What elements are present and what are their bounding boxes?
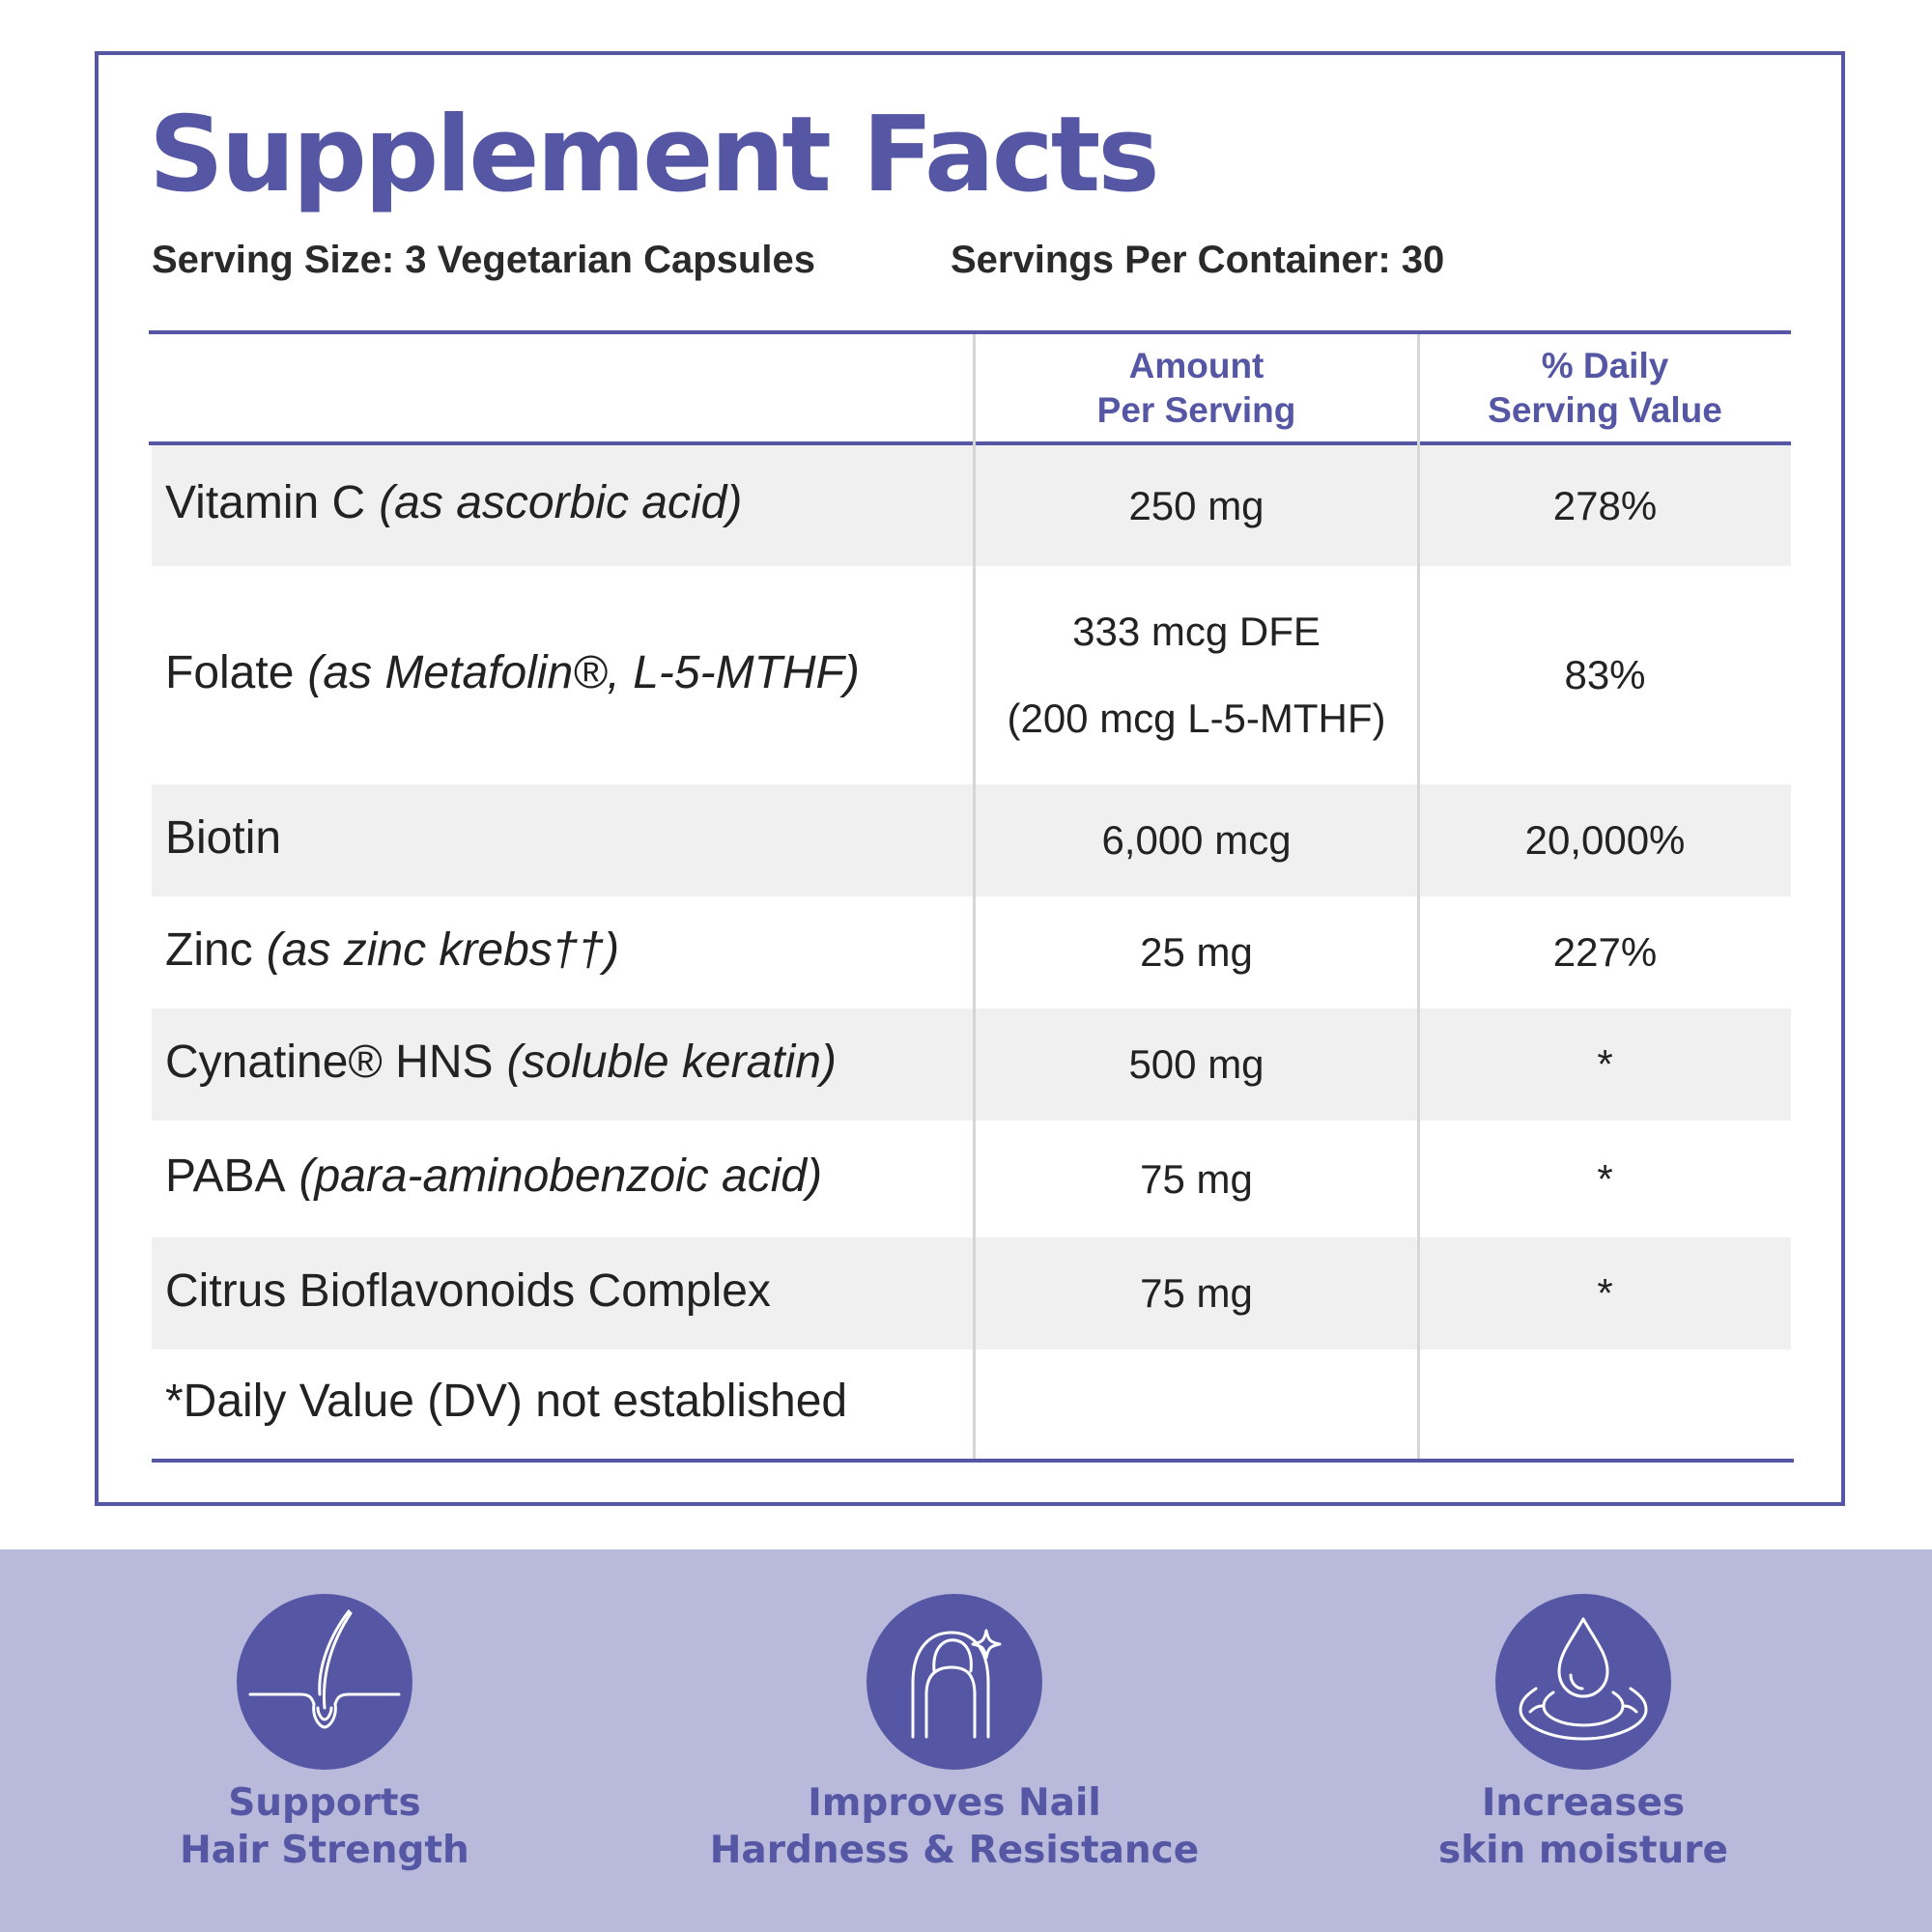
servings-per-container: Servings Per Container: 30 (951, 239, 1445, 281)
nutrient-amount: 250 mg (1128, 482, 1264, 528)
footnote-row: *Daily Value (DV) not established (152, 1350, 1791, 1459)
table-header-rule (149, 441, 1791, 445)
table-row: Cynatine® HNS (soluble keratin) 500 mg * (152, 1009, 1791, 1121)
hair-follicle-icon (237, 1594, 412, 1770)
benefit-skin-moisture: Increases skin moisture (1313, 1594, 1854, 1874)
table-row: Vitamin C (as ascorbic acid) 250 mg 278% (152, 445, 1791, 566)
nail-sparkle-icon (867, 1594, 1042, 1770)
page-title: Supplement Facts (149, 95, 1160, 215)
nutrient-amount: 333 mcg DFE (200 mcg L-5-MTHF) (1007, 609, 1386, 741)
table-bottom-rule (152, 1459, 1794, 1463)
nutrient-amount: 25 mg (1140, 929, 1253, 975)
nutrient-daily-value: 20,000% (1524, 817, 1686, 863)
nutrient-daily-value: * (1597, 1155, 1613, 1202)
table-row: Biotin 6,000 mcg 20,000% (152, 784, 1791, 896)
nutrient-daily-value: * (1597, 1041, 1613, 1087)
serving-size: Serving Size: 3 Vegetarian Capsules (152, 239, 815, 281)
nutrient-amount: 6,000 mcg (1101, 817, 1292, 863)
nutrient-name: Citrus Bioflavonoids Complex (165, 1264, 771, 1317)
table-row: Zinc (as zinc krebs††) 25 mg 227% (152, 896, 1791, 1009)
nutrient-daily-value: 278% (1552, 482, 1658, 528)
nutrient-name: Zinc (as zinc krebs††) (165, 923, 620, 976)
column-divider (973, 334, 976, 1463)
column-divider (1417, 334, 1420, 1463)
benefits-band: Supports Hair Strength Improves Nail Har… (0, 1549, 1932, 1932)
benefit-nail-hardness: Improves Nail Hardness & Resistance (684, 1594, 1225, 1874)
nutrient-daily-value: 227% (1552, 929, 1658, 975)
nutrient-daily-value: * (1597, 1270, 1613, 1316)
column-header-daily-value: % Daily Serving Value (1488, 346, 1722, 430)
column-header-amount: Amount Per Serving (1096, 346, 1296, 430)
nutrient-name: Cynatine® HNS (soluble keratin) (165, 1036, 837, 1088)
benefit-label: Supports Hair Strength (180, 1781, 469, 1872)
nutrient-amount: 500 mg (1128, 1041, 1264, 1087)
benefit-hair-strength: Supports Hair Strength (54, 1594, 595, 1874)
table-row: Folate (as Metafolin®, L-5-MTHF) 333 mcg … (152, 566, 1791, 784)
table-row: Citrus Bioflavonoids Complex 75 mg * (152, 1237, 1791, 1350)
nutrient-name: Vitamin C (as ascorbic acid) (165, 477, 743, 528)
benefit-label: Increases skin moisture (1438, 1781, 1728, 1872)
table-top-rule (149, 330, 1791, 334)
footnote: *Daily Value (DV) not established (165, 1376, 848, 1427)
table-row: PABA (para-aminobenzoic acid) 75 mg * (152, 1121, 1791, 1237)
water-drop-icon (1495, 1594, 1671, 1770)
nutrient-amount: 75 mg (1140, 1155, 1253, 1202)
nutrient-name: Folate (as Metafolin®, L-5-MTHF) (165, 646, 860, 698)
nutrient-name: PABA (para-aminobenzoic acid) (165, 1151, 823, 1202)
nutrient-amount: 75 mg (1140, 1270, 1253, 1316)
benefit-label: Improves Nail Hardness & Resistance (709, 1781, 1200, 1872)
nutrient-daily-value: 83% (1564, 652, 1646, 697)
nutrient-name: Biotin (165, 811, 282, 864)
